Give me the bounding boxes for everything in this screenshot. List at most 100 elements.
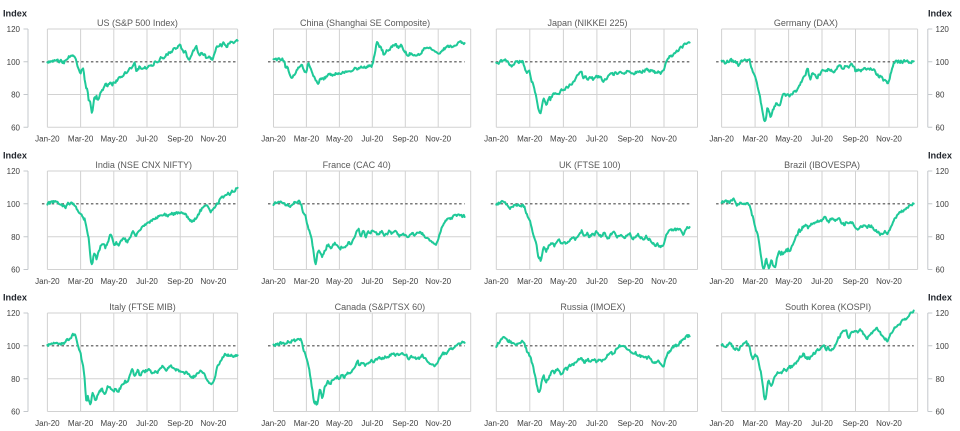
svg-text:Germany (DAX): Germany (DAX) [774,18,838,28]
svg-text:60: 60 [11,124,20,133]
svg-text:Mar-20: Mar-20 [68,419,94,428]
svg-text:Jul-20: Jul-20 [136,277,158,286]
svg-text:Mar-20: Mar-20 [517,135,543,144]
svg-text:Sep-20: Sep-20 [167,419,193,428]
svg-text:60: 60 [936,408,945,417]
svg-text:Canada (S&P/TSX 60): Canada (S&P/TSX 60) [335,302,426,312]
svg-text:Jul-20: Jul-20 [811,419,833,428]
svg-text:100: 100 [7,200,21,209]
svg-text:Sep-20: Sep-20 [392,419,418,428]
svg-text:120: 120 [936,25,950,34]
svg-text:US (S&P 500 Index): US (S&P 500 Index) [97,18,178,28]
svg-text:India (NSE CNX NIFTY): India (NSE CNX NIFTY) [95,160,192,170]
svg-text:Japan (NIKKEI 225): Japan (NIKKEI 225) [547,18,627,28]
svg-text:Nov-20: Nov-20 [651,135,677,144]
svg-text:Brazil (IBOVESPA): Brazil (IBOVESPA) [784,160,860,170]
svg-text:Mar-20: Mar-20 [517,277,543,286]
svg-text:May-20: May-20 [100,135,127,144]
svg-text:Sep-20: Sep-20 [618,135,644,144]
svg-text:60: 60 [936,124,945,133]
svg-text:120: 120 [7,25,21,34]
svg-text:100: 100 [936,200,950,209]
svg-text:Jan-20: Jan-20 [35,135,60,144]
svg-text:Nov-20: Nov-20 [201,419,227,428]
svg-text:Jul-20: Jul-20 [136,135,158,144]
svg-text:China (Shanghai SE Composite): China (Shanghai SE Composite) [300,18,430,28]
svg-text:80: 80 [11,233,20,242]
svg-text:Jul-20: Jul-20 [361,135,383,144]
svg-text:100: 100 [936,58,950,67]
svg-text:May-20: May-20 [100,277,127,286]
svg-text:Nov-20: Nov-20 [651,277,677,286]
svg-text:Italy (FTSE MIB): Italy (FTSE MIB) [109,302,176,312]
svg-text:80: 80 [936,375,945,384]
svg-text:Jan-20: Jan-20 [261,135,286,144]
svg-text:Index: Index [928,151,953,161]
svg-text:Nov-20: Nov-20 [651,419,677,428]
svg-text:May-20: May-20 [775,419,802,428]
svg-text:UK (FTSE 100): UK (FTSE 100) [559,160,621,170]
svg-text:Jan-20: Jan-20 [261,419,286,428]
svg-text:Sep-20: Sep-20 [843,419,869,428]
svg-text:Jul-20: Jul-20 [361,277,383,286]
svg-text:120: 120 [7,309,21,318]
svg-text:May-20: May-20 [775,277,802,286]
svg-text:120: 120 [936,167,950,176]
svg-text:Nov-20: Nov-20 [876,419,902,428]
svg-text:Sep-20: Sep-20 [618,277,644,286]
svg-text:Sep-20: Sep-20 [392,135,418,144]
svg-text:Nov-20: Nov-20 [201,277,227,286]
svg-text:Jan-20: Jan-20 [709,419,734,428]
svg-text:May-20: May-20 [550,135,577,144]
svg-text:Sep-20: Sep-20 [392,277,418,286]
svg-text:100: 100 [936,342,950,351]
svg-text:Mar-20: Mar-20 [294,135,320,144]
svg-text:May-20: May-20 [326,277,353,286]
svg-text:Index: Index [928,9,953,19]
svg-text:May-20: May-20 [326,419,353,428]
svg-text:South Korea (KOSPI): South Korea (KOSPI) [785,302,871,312]
svg-text:Jul-20: Jul-20 [811,277,833,286]
svg-text:Index: Index [3,9,28,19]
svg-text:Jul-20: Jul-20 [136,419,158,428]
svg-text:Jul-20: Jul-20 [811,135,833,144]
svg-text:60: 60 [11,408,20,417]
svg-text:120: 120 [936,309,950,318]
svg-text:France (CAC 40): France (CAC 40) [323,160,391,170]
svg-text:Nov-20: Nov-20 [425,277,451,286]
svg-text:May-20: May-20 [550,419,577,428]
svg-text:60: 60 [11,266,20,275]
svg-text:Sep-20: Sep-20 [167,135,193,144]
svg-text:80: 80 [936,91,945,100]
svg-text:Sep-20: Sep-20 [843,135,869,144]
svg-text:80: 80 [936,233,945,242]
svg-text:Jan-20: Jan-20 [35,277,60,286]
svg-text:Nov-20: Nov-20 [876,277,902,286]
svg-text:Jan-20: Jan-20 [709,135,734,144]
svg-text:80: 80 [11,375,20,384]
svg-text:Mar-20: Mar-20 [294,419,320,428]
svg-text:Index: Index [3,293,28,303]
svg-text:Mar-20: Mar-20 [68,277,94,286]
svg-text:Jan-20: Jan-20 [484,419,509,428]
svg-text:Sep-20: Sep-20 [167,277,193,286]
svg-text:Jan-20: Jan-20 [709,277,734,286]
svg-text:80: 80 [11,91,20,100]
svg-text:Jul-20: Jul-20 [361,419,383,428]
svg-text:Mar-20: Mar-20 [742,277,768,286]
svg-text:Jul-20: Jul-20 [586,277,608,286]
svg-text:Nov-20: Nov-20 [876,135,902,144]
svg-text:Mar-20: Mar-20 [517,419,543,428]
svg-text:100: 100 [7,58,21,67]
svg-text:Jan-20: Jan-20 [261,277,286,286]
svg-text:May-20: May-20 [326,135,353,144]
svg-text:60: 60 [936,266,945,275]
svg-text:Jan-20: Jan-20 [35,419,60,428]
svg-text:Jan-20: Jan-20 [484,135,509,144]
svg-text:Jan-20: Jan-20 [484,277,509,286]
svg-text:Sep-20: Sep-20 [843,277,869,286]
svg-text:Jul-20: Jul-20 [586,135,608,144]
svg-text:Mar-20: Mar-20 [68,135,94,144]
svg-text:Nov-20: Nov-20 [201,135,227,144]
svg-text:Index: Index [928,293,953,303]
